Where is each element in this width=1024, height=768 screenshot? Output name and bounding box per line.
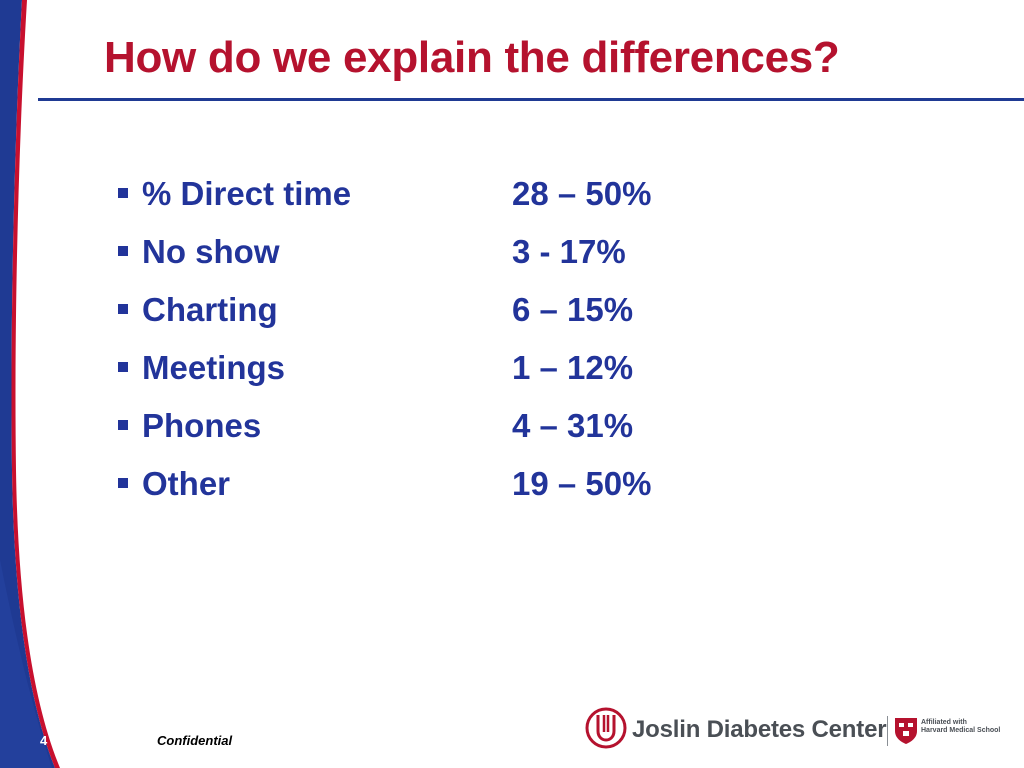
joslin-logo-text: Joslin Diabetes Center: [632, 716, 887, 743]
bullet-value: 6 – 15%: [512, 291, 634, 328]
square-bullet-icon: [118, 246, 128, 256]
square-bullet-icon: [118, 188, 128, 198]
slide-title: How do we explain the differences?: [104, 33, 840, 82]
bullet-row: Other 19 – 50%: [118, 455, 818, 513]
title-divider: [38, 98, 1024, 101]
bullet-label: Charting: [142, 291, 278, 328]
square-bullet-icon: [118, 304, 128, 314]
bullet-row: No show 3 - 17%: [118, 223, 818, 281]
bullet-value: 4 – 31%: [512, 407, 634, 444]
bullet-list: % Direct time 28 – 50% No show 3 - 17% C…: [118, 165, 818, 513]
left-decorative-band: [0, 0, 60, 768]
bullet-row: % Direct time 28 – 50%: [118, 165, 818, 223]
bullet-value: 28 – 50%: [512, 175, 652, 212]
bullet-label: Phones: [142, 407, 262, 444]
bullet-row: Meetings 1 – 12%: [118, 339, 818, 397]
bullet-value: 3 - 17%: [512, 233, 626, 270]
bullet-label: Other: [142, 465, 231, 502]
bullet-label: Meetings: [142, 349, 286, 386]
harvard-affiliation: Affiliated with Harvard Medical School: [921, 719, 1000, 735]
affiliation-line-2: Harvard Medical School: [921, 727, 1001, 734]
bullet-label: No show: [142, 233, 280, 270]
square-bullet-icon: [118, 420, 128, 430]
bullet-row: Charting 6 – 15%: [118, 281, 818, 339]
page-number: 4: [40, 733, 48, 748]
joslin-logo-icon: [585, 707, 627, 749]
square-bullet-icon: [118, 362, 128, 372]
bullet-value: 1 – 12%: [512, 349, 634, 386]
bullet-row: Phones 4 – 31%: [118, 397, 818, 455]
bullet-value: 19 – 50%: [512, 465, 652, 502]
logo-divider: [887, 716, 888, 746]
square-bullet-icon: [118, 478, 128, 488]
affiliation-line-1: Affiliated with: [921, 719, 967, 726]
confidential-label: Confidential: [157, 733, 233, 748]
harvard-shield-icon: [895, 718, 917, 744]
bullet-label: % Direct time: [142, 175, 352, 212]
